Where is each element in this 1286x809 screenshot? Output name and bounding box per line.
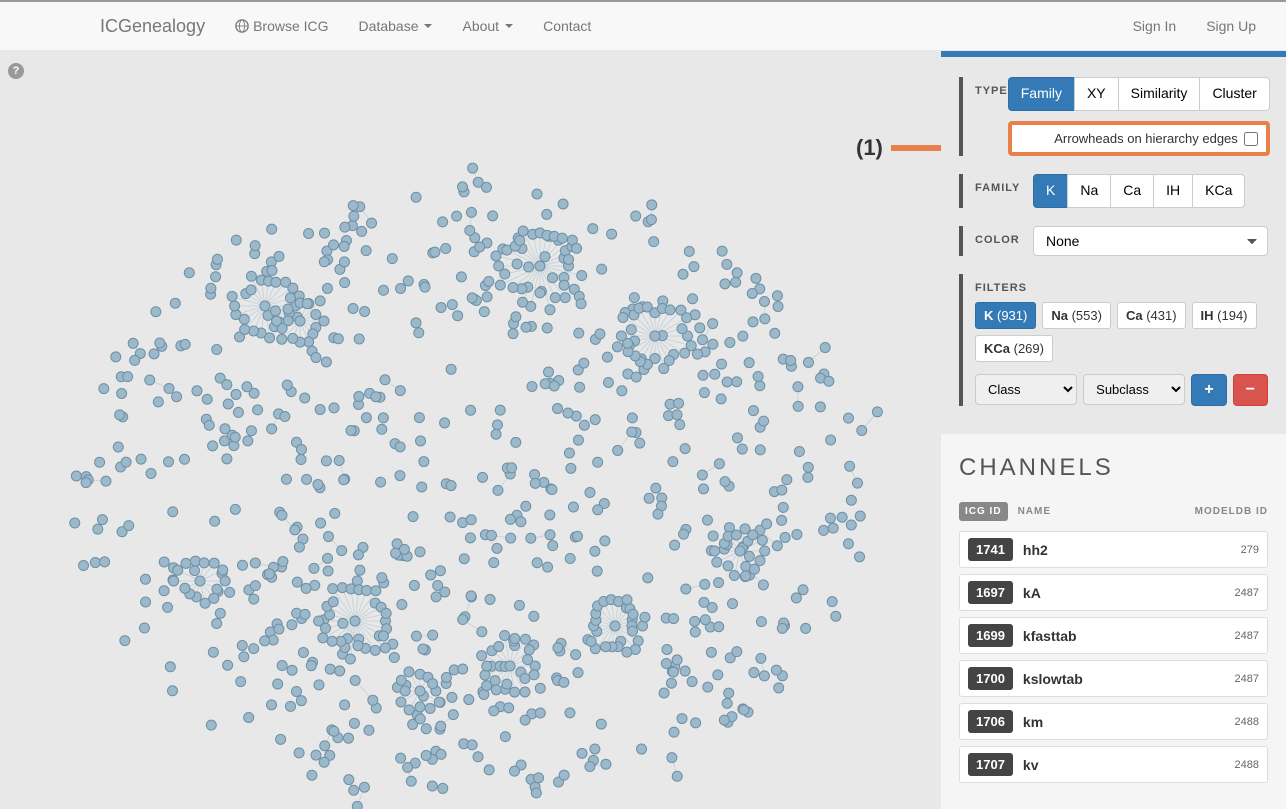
channel-name: kslowtab [1023,671,1225,687]
channel-row[interactable]: 1707 kv 2488 [959,746,1268,783]
family-button-k[interactable]: K [1033,174,1068,208]
type-label: TYPE [975,77,1008,97]
header-model: MODELDB ID [1195,506,1268,517]
color-row: COLOR None [959,226,1268,256]
family-label: FAMILY [975,174,1033,194]
type-button-family[interactable]: Family [1008,77,1075,111]
header-name: NAME [1018,506,1185,517]
family-button-ih[interactable]: IH [1153,174,1193,208]
channel-name: hh2 [1023,542,1231,558]
remove-filter-button[interactable]: − [1233,374,1268,406]
channel-row[interactable]: 1697 kA 2487 [959,574,1268,611]
filter-badge-ih[interactable]: IH (194) [1192,302,1257,329]
channel-model-id: 2487 [1235,587,1259,599]
channel-icg-id: 1697 [968,581,1013,604]
family-button-ca[interactable]: Ca [1110,174,1154,208]
brand-link[interactable]: ICGenealogy [15,16,220,37]
family-button-group: KNaCaIHKCa [1033,174,1245,208]
nav-contact[interactable]: Contact [543,18,591,34]
channel-row[interactable]: 1700 kslowtab 2487 [959,660,1268,697]
channel-model-id: 2488 [1235,759,1259,771]
filter-panel: TYPE FamilyXYSimilarityCluster Arrowhead… [941,57,1286,434]
network-graph[interactable] [0,51,941,809]
filter-badges: K (931)Na (553)Ca (431)IH (194) KCa (269) [975,302,1268,362]
type-button-xy[interactable]: XY [1074,77,1119,111]
nav-right: Sign In Sign Up [1118,18,1271,34]
channel-model-id: 279 [1241,544,1259,556]
channel-icg-id: 1707 [968,753,1013,776]
channel-row[interactable]: 1741 hh2 279 [959,531,1268,568]
channel-model-id: 2487 [1235,673,1259,685]
channel-icg-id: 1741 [968,538,1013,561]
color-select[interactable]: None [1033,226,1268,256]
type-button-group: FamilyXYSimilarityCluster [1008,77,1270,111]
filters-row: FILTERS K (931)Na (553)Ca (431)IH (194)K… [959,274,1268,406]
caret-icon [505,24,513,28]
channel-name: kA [1023,585,1225,601]
arrowhead-checkbox[interactable] [1244,132,1258,146]
nav-left: Browse ICG Database About Contact [220,18,606,34]
color-label: COLOR [975,226,1033,246]
filter-badge-kca[interactable]: KCa (269) [975,335,1053,362]
channel-icg-id: 1706 [968,710,1013,733]
type-row: TYPE FamilyXYSimilarityCluster Arrowhead… [959,77,1268,156]
channel-model-id: 2487 [1235,630,1259,642]
nav-browse-label: Browse ICG [253,18,328,34]
family-row: FAMILY KNaCaIHKCa [959,174,1268,208]
filter-badge-na[interactable]: Na (553) [1042,302,1111,329]
channels-section: CHANNELS ICG ID NAME MODELDB ID 1741 hh2 2… [941,434,1286,809]
nav-database-label: Database [359,18,419,34]
arrowhead-checkbox-box: Arrowheads on hierarchy edges [1008,121,1270,156]
channel-name: kfasttab [1023,628,1225,644]
callout-arrow-icon [891,133,941,163]
family-button-na[interactable]: Na [1067,174,1111,208]
filter-selects: Class Subclass + − [975,374,1268,406]
channel-icg-id: 1700 [968,667,1013,690]
type-button-similarity[interactable]: Similarity [1118,77,1201,111]
navbar: ICGenealogy Browse ICG Database About Co… [0,0,1286,51]
nav-signin[interactable]: Sign In [1133,18,1177,34]
add-filter-button[interactable]: + [1191,374,1226,406]
class-select[interactable]: Class [975,374,1077,405]
channel-icg-id: 1699 [968,624,1013,647]
nav-database[interactable]: Database [359,18,433,34]
nav-browse[interactable]: Browse ICG [235,18,328,34]
channel-list: 1741hh22791697kA24871699kfasttab24871700… [959,531,1268,783]
channel-name: km [1023,714,1225,730]
subclass-select[interactable]: Subclass [1083,374,1185,405]
channel-row[interactable]: 1706 km 2488 [959,703,1268,740]
header-icg: ICG ID [959,502,1008,521]
channel-name: kv [1023,757,1225,773]
sidebar: TYPE FamilyXYSimilarityCluster Arrowhead… [941,51,1286,809]
filter-badge-ca[interactable]: Ca (431) [1117,302,1186,329]
nav-about-label: About [462,18,499,34]
arrowhead-label: Arrowheads on hierarchy edges [1054,131,1238,146]
filter-badge-k[interactable]: K (931) [975,302,1036,329]
channels-header: ICG ID NAME MODELDB ID [959,502,1268,521]
channels-title: CHANNELS [959,454,1268,482]
globe-icon [235,19,249,33]
viz-area[interactable]: ? (1) [0,51,941,809]
caret-icon [424,24,432,28]
channel-row[interactable]: 1699 kfasttab 2487 [959,617,1268,654]
type-button-cluster[interactable]: Cluster [1199,77,1269,111]
callout: (1) [856,133,941,163]
family-button-kca[interactable]: KCa [1192,174,1245,208]
nav-signup[interactable]: Sign Up [1206,18,1256,34]
main: ? (1) TYPE FamilyXYSimilarityCluster Arr… [0,51,1286,809]
nav-about[interactable]: About [462,18,513,34]
channel-model-id: 2488 [1235,716,1259,728]
filters-label: FILTERS [975,274,1268,294]
callout-label: (1) [856,135,883,161]
